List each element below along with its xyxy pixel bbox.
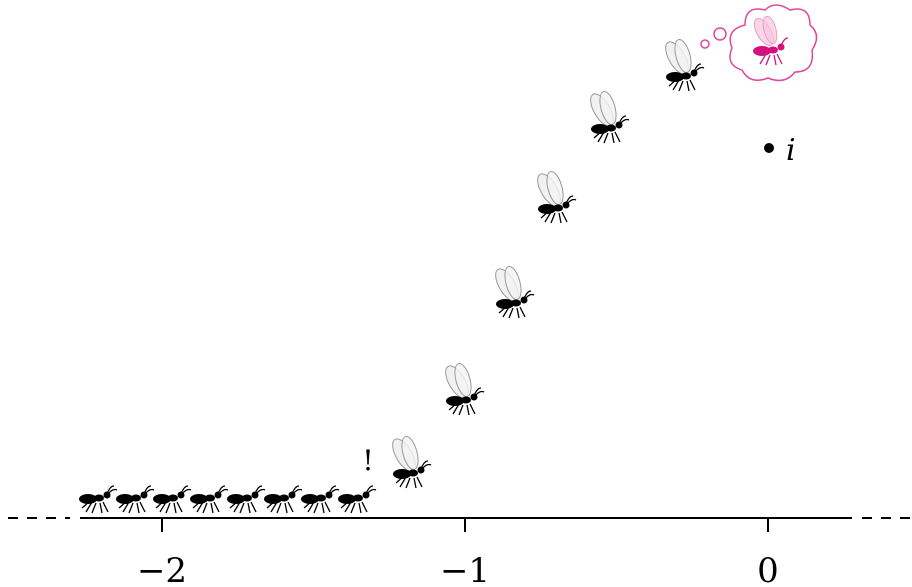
point-label: i bbox=[786, 133, 796, 168]
tick-label: −2 bbox=[137, 551, 187, 587]
tick-label: 0 bbox=[757, 551, 779, 587]
tick-label: −1 bbox=[440, 551, 490, 587]
point bbox=[764, 143, 774, 153]
walking-ants bbox=[79, 486, 376, 513]
illustration: −2 −1 0 ! i bbox=[0, 0, 912, 587]
thought-bubble bbox=[701, 5, 817, 80]
number-line bbox=[8, 518, 912, 532]
flying-ants bbox=[388, 38, 704, 488]
exclamation: ! bbox=[362, 444, 373, 477]
